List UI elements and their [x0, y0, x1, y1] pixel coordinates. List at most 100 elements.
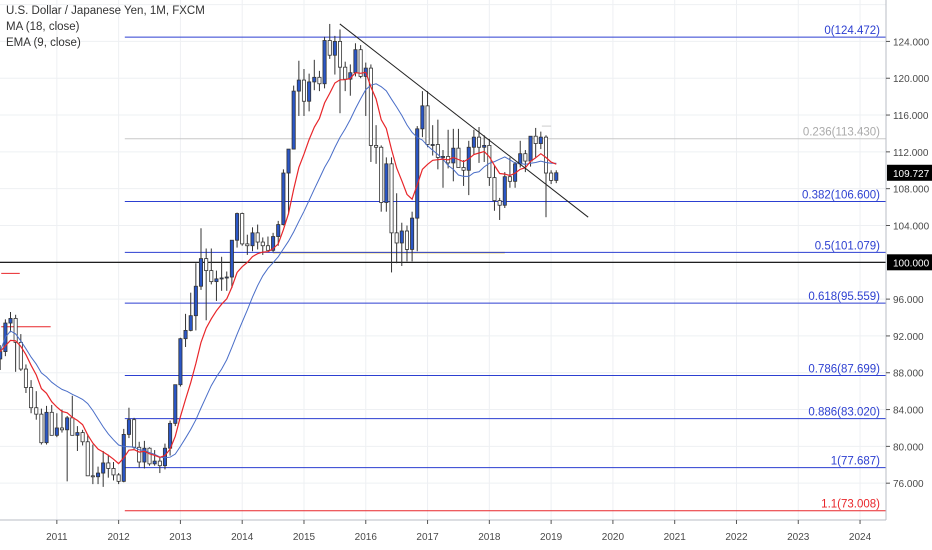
time-tick-label: 2016 — [355, 532, 378, 543]
grid — [0, 0, 886, 520]
candle-body — [440, 156, 446, 158]
support-badge — [887, 254, 932, 271]
candle-body — [137, 446, 142, 463]
candle-body — [497, 200, 502, 206]
fib-level-label: 1.1(73.008) — [821, 499, 880, 511]
trendline[interactable] — [339, 23, 589, 218]
candle-body — [425, 105, 430, 145]
candle-body — [549, 172, 554, 181]
candle-body — [18, 341, 23, 370]
candle-body — [291, 90, 296, 150]
candle-body — [554, 172, 559, 181]
candle-body — [317, 76, 322, 85]
time-tick-label: 2020 — [602, 532, 625, 543]
time-axis[interactable]: 2011 2012 2013 2014 2015 2016 2017 2018 2019 2020… — [0, 519, 932, 550]
last-price-label: 109.727 — [893, 169, 930, 180]
time-tick-label: 2017 — [416, 532, 439, 543]
candle-body — [240, 213, 245, 245]
ma-18-line — [0, 83, 557, 459]
candle-body — [147, 447, 152, 465]
ema-9-line — [0, 71, 557, 465]
candle-body — [106, 462, 111, 469]
candle-body — [399, 230, 404, 244]
candle-body — [482, 145, 487, 148]
time-tick-label: 2021 — [664, 532, 687, 543]
candle-body — [543, 136, 549, 174]
price-axis[interactable]: 124.000 120.000 116.000 112.000 108.000 104.0… — [885, 0, 932, 550]
candle-body — [8, 318, 13, 324]
candle-body — [533, 135, 538, 144]
fib-level-label: 0.886(83.020) — [808, 407, 880, 419]
candle-body — [518, 153, 523, 165]
candle-body — [538, 136, 543, 144]
candle-body — [250, 232, 255, 247]
candle-body — [168, 422, 173, 449]
price-tick-label: 124.000 — [893, 37, 930, 48]
candle-body — [152, 460, 157, 465]
candle-body — [75, 432, 80, 436]
candle-body — [44, 411, 49, 444]
candle-body — [126, 419, 131, 435]
time-tick-label: 2014 — [231, 532, 254, 543]
candle-body — [157, 460, 162, 467]
price-tick-label: 96.000 — [893, 295, 924, 306]
candle-body — [65, 417, 70, 431]
candle-body — [281, 172, 286, 225]
candle-body — [296, 79, 301, 92]
candle-body — [471, 136, 476, 148]
last-price-badge — [887, 164, 932, 181]
candle-body — [85, 441, 90, 477]
fib-level-label: 0.382(106.600) — [802, 190, 880, 202]
candle-body — [353, 49, 358, 74]
candle-body — [178, 338, 183, 386]
candle-body — [301, 79, 306, 102]
candle-body — [90, 475, 95, 478]
candle-body — [162, 447, 167, 467]
candle-body — [142, 447, 147, 463]
candle-body — [49, 411, 54, 436]
candle-body — [204, 258, 209, 271]
candle-body — [507, 176, 512, 182]
candle-body — [29, 387, 34, 409]
candle-body — [374, 145, 379, 148]
candle-body — [523, 153, 528, 162]
candle-body — [265, 245, 270, 251]
candle-body — [70, 417, 75, 436]
candle-body — [96, 472, 101, 478]
candle-body — [224, 276, 229, 279]
price-axis-bg — [886, 0, 932, 550]
candle-body — [456, 147, 461, 168]
candle-body — [276, 224, 281, 237]
candle-body — [219, 277, 224, 280]
candle-body — [198, 258, 203, 287]
candle-body — [209, 270, 214, 283]
fibonacci-levels[interactable]: 0(124.472) 0.236(113.430) 0.382(106.600) 0.… — [124, 25, 886, 512]
time-tick-label: 2018 — [478, 532, 501, 543]
candle-body — [502, 176, 507, 206]
price-tick-label: 88.000 — [893, 369, 924, 380]
ema-polyline — [0, 71, 557, 465]
price-tick-label: 104.000 — [893, 221, 930, 232]
price-tick-label: 76.000 — [893, 479, 924, 490]
candle-body — [327, 40, 332, 56]
time-tick-label: 2012 — [108, 532, 131, 543]
time-tick-label: 2022 — [725, 532, 748, 543]
price-tick-label: 108.000 — [893, 185, 930, 196]
fib-level-label: 1(77.687) — [831, 456, 880, 468]
candle-body — [214, 278, 219, 283]
candle-body — [337, 41, 343, 68]
candle-body — [389, 163, 394, 234]
candle-body — [394, 232, 399, 244]
candle-body — [80, 432, 85, 443]
fib-level-label: 0(124.472) — [824, 25, 880, 37]
ema-legend: EMA (9, close) — [6, 37, 81, 49]
candle-body — [307, 81, 312, 102]
candle-body — [332, 41, 337, 56]
candle-body — [59, 427, 64, 431]
candle-body — [379, 146, 384, 203]
chart-legend: U.S. Dollar / Japanese Yen, 1M, FXCM MA … — [6, 3, 205, 51]
fib-level-label: 0.786(87.699) — [808, 364, 880, 376]
support-price-label: 100.000 — [893, 258, 930, 269]
price-tick-label: 116.000 — [893, 111, 929, 122]
